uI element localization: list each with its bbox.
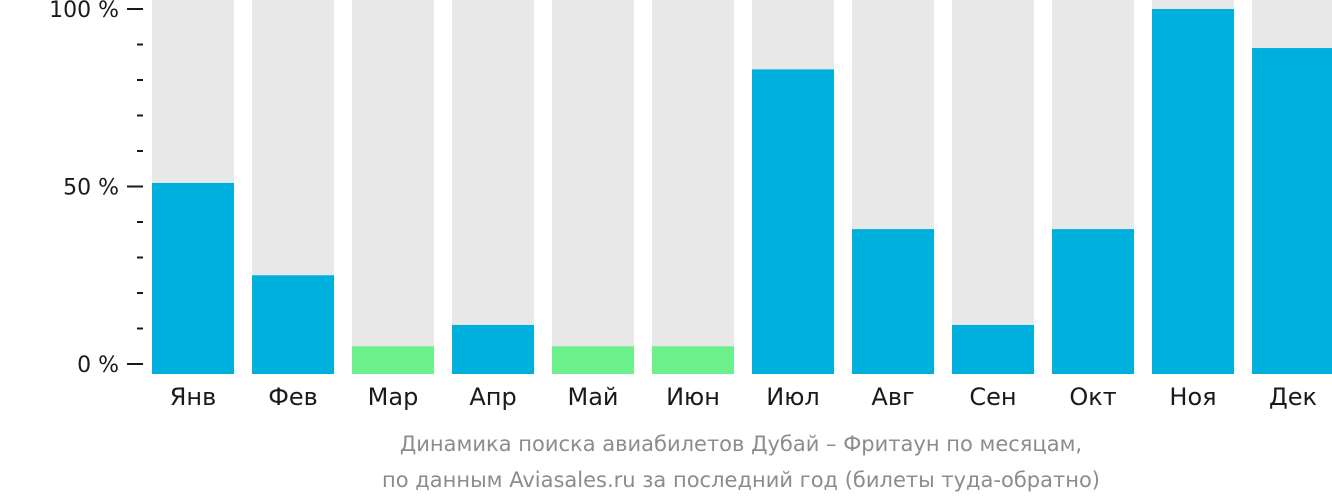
chart-caption-line-2: по данным Aviasales.ru за последний год … <box>382 468 1100 492</box>
y-tick-label-1: 0 % <box>77 353 119 378</box>
x-tick-label-10: Окт <box>1069 383 1116 411</box>
x-tick-label-8: Авг <box>871 383 914 411</box>
chart-caption-line-1: Динамика поиска авиабилетов Дубай – Фрит… <box>399 432 1083 456</box>
x-tick-label-1: Янв <box>170 383 217 411</box>
y-axis: 0 % 50 % 100 % <box>49 0 143 378</box>
x-tick-label-6: Июн <box>666 383 720 411</box>
x-tick-label-7: Июл <box>766 383 820 411</box>
x-tick-label-3: Мар <box>368 383 419 411</box>
bar-8 <box>852 229 934 374</box>
x-tick-label-12: Дек <box>1269 383 1317 411</box>
bar-2 <box>252 275 334 374</box>
y-tick-label-2: 50 % <box>63 176 119 201</box>
bar-5 <box>552 346 634 374</box>
background-bar-4 <box>452 0 534 374</box>
bar-12 <box>1252 48 1332 375</box>
bar-7 <box>752 69 834 374</box>
bar-6 <box>652 346 734 374</box>
bar-1 <box>152 182 234 374</box>
background-bar-5 <box>552 0 634 374</box>
x-tick-label-9: Сен <box>969 383 1016 411</box>
x-tick-label-5: Май <box>567 383 618 411</box>
background-bar-9 <box>952 0 1034 374</box>
bar-9 <box>952 324 1034 374</box>
bar-4 <box>452 324 534 374</box>
x-tick-label-4: Апр <box>469 383 516 411</box>
x-tick-label-11: Ноя <box>1169 383 1216 411</box>
background-bar-6 <box>652 0 734 374</box>
bar-3 <box>352 346 434 374</box>
x-axis-labels: Янв Фев Мар Апр Май Июн Июл Авг Сен Окт Ноя Дек <box>170 383 1317 411</box>
x-tick-label-2: Фев <box>268 383 318 411</box>
bar-10 <box>1052 229 1134 374</box>
y-tick-label-3: 100 % <box>49 0 119 23</box>
bar-11 <box>1152 9 1234 374</box>
background-bar-3 <box>352 0 434 374</box>
data-bars <box>152 9 1332 375</box>
